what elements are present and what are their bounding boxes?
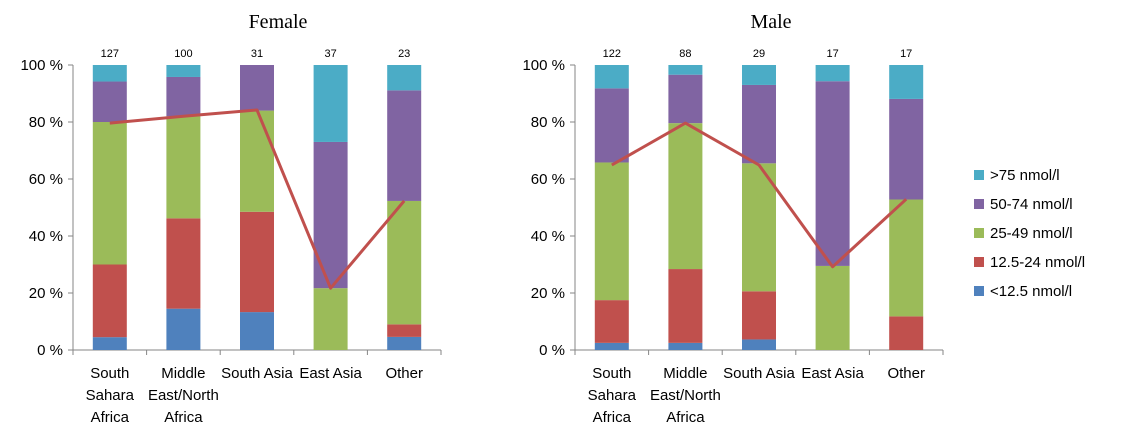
bar-segment — [668, 269, 703, 343]
bar-segment — [166, 76, 201, 117]
bar-segment — [594, 300, 629, 343]
legend: >75 nmol/l 50-74 nmol/l 25-49 nmol/l 12.5-2… — [974, 167, 1085, 300]
bar-segment — [742, 65, 776, 85]
legend-label: 25-49 nmol/l — [990, 225, 1073, 242]
legend-label: >75 nmol/l — [990, 167, 1060, 184]
y-tick-label: 60 % — [29, 171, 63, 188]
x-category-label: Other — [887, 365, 925, 382]
bar-segment — [594, 162, 629, 301]
bar-segment — [815, 65, 850, 82]
legend-swatch — [974, 199, 984, 209]
bar-segment — [166, 308, 201, 350]
y-tick-label: 0 % — [37, 342, 63, 359]
x-category-label: South Asia — [723, 365, 795, 382]
bar-segment — [889, 199, 924, 317]
bar-segment — [889, 65, 924, 99]
bar-segment — [92, 337, 127, 350]
chart-title: Female — [249, 11, 308, 33]
bar-count-label: 100 — [174, 48, 192, 60]
bar-count-label: 127 — [101, 48, 119, 60]
bar-segment — [387, 65, 422, 91]
bar-segment — [742, 84, 776, 164]
bar-count-label: 37 — [324, 48, 336, 60]
bar-count-label: 17 — [900, 48, 912, 60]
bar-segment — [668, 74, 703, 124]
bar-count-label: 88 — [679, 48, 691, 60]
y-tick-label: 100 % — [20, 57, 63, 74]
y-tick-label: 40 % — [531, 228, 565, 245]
bar-segment — [742, 339, 776, 350]
legend-label: 12.5-24 nmol/l — [990, 254, 1085, 271]
bar-segment — [240, 65, 274, 111]
x-category-label: South Sahara Africa — [588, 365, 637, 426]
bar-segment — [313, 141, 348, 289]
legend-label: <12.5 nmol/l — [990, 283, 1072, 300]
bar-segment — [668, 65, 703, 75]
bar-segment — [668, 342, 703, 350]
legend-label: 50-74 nmol/l — [990, 196, 1073, 213]
x-category-label: East Asia — [801, 365, 864, 382]
bar-segment — [387, 336, 422, 350]
bar-segment — [815, 265, 850, 350]
y-tick-label: 40 % — [29, 228, 63, 245]
y-tick-label: 0 % — [539, 342, 565, 359]
bar-segment — [387, 200, 422, 325]
bar-segment — [594, 342, 629, 350]
y-tick-label: 80 % — [29, 114, 63, 131]
bar-segment — [742, 163, 776, 292]
bar-segment — [594, 65, 629, 89]
bar-segment — [92, 65, 127, 82]
bar-count-label: 31 — [251, 48, 263, 60]
bar-segment — [815, 81, 850, 266]
bar-segment — [166, 116, 201, 219]
bar-segment — [387, 90, 422, 201]
bar-segment — [240, 110, 274, 212]
bar-segment — [889, 316, 924, 350]
bar-segment — [594, 88, 629, 163]
bar-segment — [889, 98, 924, 200]
x-category-label: Middle East/North Africa — [650, 365, 721, 426]
bar-segment — [166, 65, 201, 77]
chart-title: Male — [750, 11, 791, 33]
bar-segment — [313, 288, 348, 350]
bar-count-label: 17 — [826, 48, 838, 60]
trend-line — [109, 108, 406, 290]
bar-segment — [668, 123, 703, 270]
bar-count-label: 29 — [753, 48, 765, 60]
y-tick-label: 20 % — [29, 285, 63, 302]
x-category-label: Other — [385, 365, 423, 382]
bar-segment — [313, 65, 348, 142]
x-category-label: South Sahara Africa — [86, 365, 135, 426]
bar-count-label: 122 — [603, 48, 621, 60]
y-tick-label: 20 % — [531, 285, 565, 302]
x-category-label: East Asia — [299, 365, 362, 382]
legend-swatch — [974, 228, 984, 238]
bar-segment — [387, 324, 422, 337]
bar-segment — [240, 211, 274, 313]
y-tick-label: 60 % — [531, 171, 565, 188]
bar-segment — [92, 122, 127, 265]
legend-swatch — [974, 170, 984, 180]
bar-segment — [92, 81, 127, 122]
bar-segment — [166, 218, 201, 309]
x-category-label: Middle East/North Africa — [148, 365, 219, 426]
bar-segment — [742, 291, 776, 340]
x-category-label: South Asia — [221, 365, 293, 382]
male-chart: Male 0 % 20 % 40 % 60 % 80 % 100 % 122 South Saha… — [522, 11, 944, 426]
bar-segment — [92, 264, 127, 338]
legend-swatch — [974, 257, 984, 267]
trend-line — [611, 121, 908, 269]
female-chart: Female 0 % 20 % 40 % 60 % 80 % 100 % 127 South Sa… — [20, 11, 442, 426]
bar-segment — [240, 312, 274, 350]
legend-swatch — [974, 286, 984, 296]
y-tick-label: 100 % — [522, 57, 565, 74]
y-tick-label: 80 % — [531, 114, 565, 131]
bar-count-label: 23 — [398, 48, 410, 60]
